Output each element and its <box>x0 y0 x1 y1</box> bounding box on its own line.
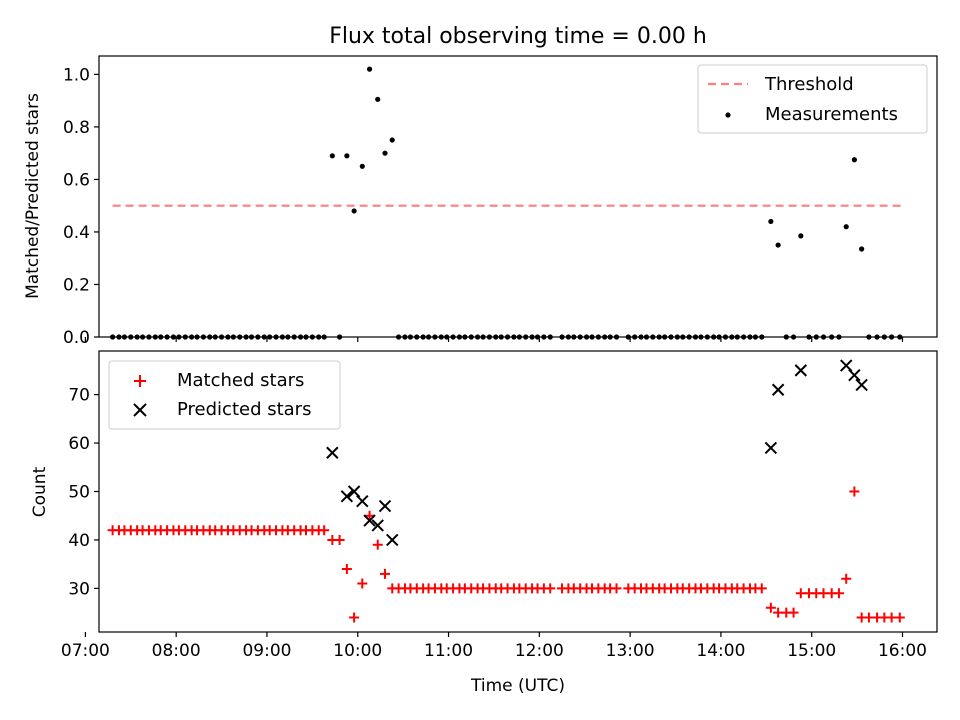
matched-star-marker <box>319 525 330 536</box>
measurement-point <box>775 242 781 248</box>
matched-star-marker <box>841 573 852 584</box>
bottom-legend-box <box>108 360 341 430</box>
x-tick-label: 14:00 <box>696 641 745 661</box>
top-legend-box <box>697 64 928 134</box>
measurement-point <box>843 224 849 230</box>
y-tick-label: 50 <box>68 483 90 503</box>
top-y-ticks: 0.0 0.2 0.4 0.6 0.8 1.0 <box>63 65 99 348</box>
bottom-x-ticks: 07:00 08:00 09:00 10:00 11:00 12:00 13:00 14:00… <box>61 632 927 661</box>
bottom-legend: Matched stars Predicted stars <box>108 360 341 430</box>
matched-star-marker <box>833 588 844 599</box>
series-matched-stars <box>107 486 905 623</box>
matched-star-marker <box>894 612 905 623</box>
legend-matched-label: Matched stars <box>177 370 304 391</box>
legend-predicted-swatch <box>133 403 147 417</box>
bottom-y-axis-label: Count <box>30 466 50 517</box>
matched-star-marker <box>334 534 345 545</box>
legend-predicted-label: Predicted stars <box>177 399 311 420</box>
predicted-star-marker <box>347 485 361 498</box>
bottom-panel: Count Time (UTC) 30 40 50 60 70 07:00 08:00 09… <box>30 350 938 696</box>
measurement-point <box>851 157 857 163</box>
y-tick-label: 0.8 <box>63 118 90 138</box>
y-tick-label: 60 <box>68 434 90 454</box>
x-tick-label: 12:00 <box>515 641 564 661</box>
matched-star-marker <box>364 510 375 521</box>
measurement-point <box>798 233 804 239</box>
y-tick-label: 70 <box>68 386 90 406</box>
measurement-point <box>366 66 373 72</box>
legend-threshold-label: Threshold <box>764 74 854 95</box>
predicted-star-marker <box>855 378 868 392</box>
x-tick-label: 13:00 <box>606 641 655 661</box>
y-tick-label: 0.6 <box>63 170 90 190</box>
predicted-star-marker <box>764 441 778 455</box>
top-axes-frame <box>98 55 938 338</box>
matched-star-marker <box>849 486 860 497</box>
matched-star-marker <box>349 612 360 623</box>
measurement-point <box>351 208 357 214</box>
bottom-plot-area <box>107 359 905 623</box>
predicted-star-marker <box>340 490 354 503</box>
predicted-star-marker <box>378 499 392 513</box>
y-tick-label: 0.0 <box>63 328 90 348</box>
predicted-star-marker <box>326 446 339 459</box>
measurement-point <box>329 153 335 159</box>
predicted-star-marker <box>840 359 853 372</box>
x-tick-label: 11:00 <box>424 641 473 661</box>
matched-star-marker <box>765 602 776 613</box>
y-tick-label: 30 <box>68 579 90 599</box>
measurement-point <box>768 218 774 225</box>
x-tick-label: 16:00 <box>878 641 927 661</box>
matched-star-marker <box>379 568 390 579</box>
matched-star-marker <box>341 564 352 575</box>
predicted-star-marker <box>386 533 399 547</box>
legend-matched-swatch <box>134 375 146 387</box>
predicted-star-marker <box>371 519 384 532</box>
measurement-point <box>382 150 388 156</box>
bottom-axes-frame <box>98 350 938 633</box>
top-panel: Flux total observing time = 0.00 h Match… <box>23 24 938 348</box>
matched-star-marker <box>545 583 556 594</box>
x-tick-label: 07:00 <box>61 641 110 661</box>
x-tick-label: 10:00 <box>333 641 382 661</box>
predicted-star-marker <box>771 383 785 396</box>
x-tick-label: 15:00 <box>787 641 836 661</box>
bottom-y-ticks: 30 40 50 60 70 <box>68 386 99 599</box>
predicted-star-marker <box>356 494 369 508</box>
measurement-point <box>359 163 365 169</box>
measurement-point <box>389 137 395 143</box>
predicted-star-marker <box>363 514 376 527</box>
matched-star-marker <box>756 583 767 594</box>
y-tick-label: 0.2 <box>63 275 90 295</box>
top-legend: Threshold Measurements <box>697 64 928 134</box>
measurement-point <box>375 96 381 102</box>
matched-star-marker <box>611 583 622 594</box>
y-tick-label: 1.0 <box>63 65 90 85</box>
measurement-point <box>344 153 350 159</box>
chart-title: Flux total observing time = 0.00 h <box>329 24 707 49</box>
top-y-axis-label: Matched/Predicted stars <box>23 93 43 299</box>
legend-measurements-label: Measurements <box>765 104 898 125</box>
legend-measurements-swatch <box>725 112 731 118</box>
matched-star-marker <box>357 578 368 589</box>
matched-star-marker <box>788 607 799 618</box>
x-tick-label: 08:00 <box>152 641 201 661</box>
measurement-point <box>859 246 865 252</box>
series-predicted-stars <box>326 359 868 547</box>
predicted-star-marker <box>794 364 808 377</box>
matched-star-marker <box>372 539 383 550</box>
y-tick-label: 40 <box>68 531 90 551</box>
x-tick-label: 09:00 <box>242 641 291 661</box>
x-axis-label: Time (UTC) <box>470 676 565 696</box>
predicted-star-marker <box>848 369 861 382</box>
y-tick-label: 0.4 <box>63 223 90 243</box>
